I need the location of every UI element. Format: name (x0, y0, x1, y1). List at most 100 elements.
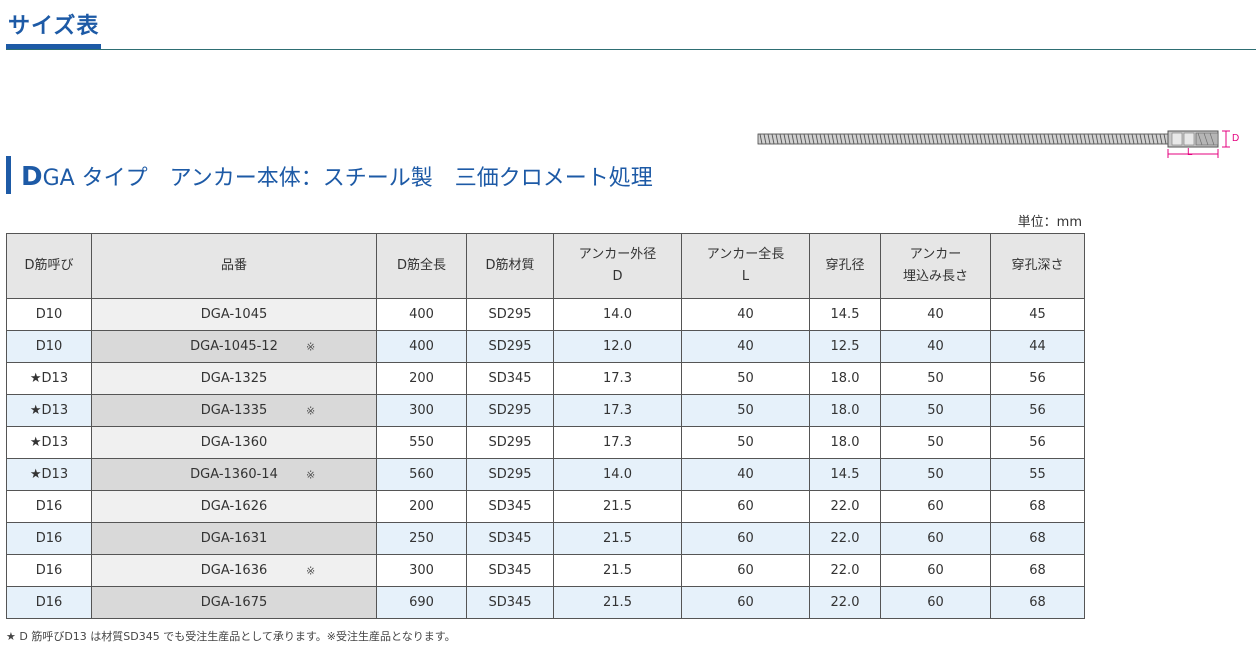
dimension-d-label: D (1232, 133, 1239, 144)
cell-d-length: 550 (376, 426, 467, 459)
cell-embed-length: 50 (880, 426, 991, 459)
cell-d-material: SD345 (466, 554, 554, 587)
dimension-marks (1167, 130, 1230, 158)
cell-d-material: SD295 (466, 330, 554, 363)
cell-outer-diameter: 21.5 (553, 522, 682, 555)
cell-hole-diameter: 22.0 (809, 522, 881, 555)
cell-outer-diameter: 17.3 (553, 394, 682, 427)
made-to-order-mark: ※ (306, 340, 316, 353)
heading-underline-accent (6, 44, 101, 49)
header-anchor-outer-diameter: アンカー外径 D (553, 233, 682, 299)
cell-embed-length: 50 (880, 362, 991, 395)
cell-embed-length: 40 (880, 298, 991, 331)
cell-outer-diameter: 14.0 (553, 298, 682, 331)
anchor-body (1167, 130, 1219, 148)
cell-d-call: D16 (6, 490, 92, 523)
header-anchor-total-length: アンカー全長 L (681, 233, 810, 299)
cell-d-length: 250 (376, 522, 467, 555)
cell-embed-length: 50 (880, 394, 991, 427)
cell-hole-diameter: 22.0 (809, 490, 881, 523)
cell-total-length: 50 (681, 362, 810, 395)
dimension-l-label: L (1187, 147, 1193, 158)
cell-d-length: 400 (376, 298, 467, 331)
cell-outer-diameter: 21.5 (553, 554, 682, 587)
table-row: ★D13 DGA-1360 550 SD295 17.3 50 18.0 50 56 (6, 426, 1085, 459)
cell-hole-diameter: 18.0 (809, 362, 881, 395)
made-to-order-mark: ※ (306, 468, 316, 481)
cell-hole-depth: 56 (990, 426, 1085, 459)
made-to-order-mark: ※ (306, 404, 316, 417)
table-row: D16 DGA-1626 200 SD345 21.5 60 22.0 60 68 (6, 490, 1085, 523)
cell-total-length: 40 (681, 330, 810, 363)
cell-d-call: D10 (6, 330, 92, 363)
cell-hole-depth: 56 (990, 394, 1085, 427)
cell-total-length: 50 (681, 426, 810, 459)
cell-hole-diameter: 18.0 (809, 426, 881, 459)
cell-hole-depth: 68 (990, 554, 1085, 587)
table-row: D16 DGA-1675 690 SD345 21.5 60 22.0 60 68 (6, 586, 1085, 619)
cell-hole-diameter: 12.5 (809, 330, 881, 363)
page-heading: サイズ表 (8, 14, 100, 39)
cell-hole-depth: 56 (990, 362, 1085, 395)
cell-d-length: 400 (376, 330, 467, 363)
heading-underline (6, 49, 1256, 50)
section-title-bar (6, 156, 11, 194)
cell-hole-diameter: 14.5 (809, 458, 881, 491)
cell-total-length: 50 (681, 394, 810, 427)
cell-total-length: 60 (681, 522, 810, 555)
cell-part-number: DGA-1335 ※ (91, 394, 377, 427)
made-to-order-mark: ※ (306, 564, 316, 577)
cell-d-material: SD345 (466, 362, 554, 395)
cell-d-call: D16 (6, 586, 92, 619)
header-hole-diameter: 穿孔径 (809, 233, 881, 299)
cell-part-number: DGA-1045 (91, 298, 377, 331)
cell-part-number: DGA-1631 (91, 522, 377, 555)
cell-d-material: SD295 (466, 426, 554, 459)
section-title: DGA タイプ アンカー本体：スチール製 三価クロメート処理 (21, 160, 653, 192)
cell-total-length: 40 (681, 458, 810, 491)
unit-label: 単位：mm (1017, 215, 1082, 230)
cell-outer-diameter: 21.5 (553, 586, 682, 619)
cell-d-length: 690 (376, 586, 467, 619)
header-embed-length: アンカー 埋込み長さ (880, 233, 991, 299)
rebar-illustration (757, 133, 1169, 145)
cell-part-number: DGA-1675 (91, 586, 377, 619)
cell-d-call: D16 (6, 554, 92, 587)
cell-part-number: DGA-1045-12 ※ (91, 330, 377, 363)
cell-hole-depth: 68 (990, 586, 1085, 619)
cell-d-length: 300 (376, 554, 467, 587)
cell-d-call: ★D13 (6, 394, 92, 427)
cell-d-material: SD295 (466, 458, 554, 491)
cell-hole-depth: 55 (990, 458, 1085, 491)
table-row: D10 DGA-1045 400 SD295 14.0 40 14.5 40 45 (6, 298, 1085, 331)
cell-hole-diameter: 22.0 (809, 554, 881, 587)
cell-embed-length: 60 (880, 490, 991, 523)
cell-total-length: 60 (681, 490, 810, 523)
cell-outer-diameter: 17.3 (553, 426, 682, 459)
cell-d-material: SD345 (466, 490, 554, 523)
cell-outer-diameter: 17.3 (553, 362, 682, 395)
cell-hole-depth: 45 (990, 298, 1085, 331)
cell-embed-length: 40 (880, 330, 991, 363)
header-d-call: D筋呼び (6, 233, 92, 299)
cell-d-length: 200 (376, 362, 467, 395)
cell-total-length: 40 (681, 298, 810, 331)
cell-outer-diameter: 14.0 (553, 458, 682, 491)
cell-embed-length: 60 (880, 586, 991, 619)
cell-d-material: SD345 (466, 522, 554, 555)
cell-d-length: 200 (376, 490, 467, 523)
cell-hole-depth: 68 (990, 522, 1085, 555)
cell-embed-length: 60 (880, 522, 991, 555)
cell-d-call: ★D13 (6, 426, 92, 459)
cell-outer-diameter: 12.0 (553, 330, 682, 363)
cell-hole-diameter: 22.0 (809, 586, 881, 619)
cell-embed-length: 50 (880, 458, 991, 491)
section-title-initial: D (21, 162, 43, 192)
cell-d-call: D10 (6, 298, 92, 331)
cell-hole-diameter: 14.5 (809, 298, 881, 331)
cell-part-number: DGA-1626 (91, 490, 377, 523)
header-part-number: 品番 (91, 233, 377, 299)
cell-d-call: ★D13 (6, 458, 92, 491)
header-hole-depth: 穿孔深さ (990, 233, 1085, 299)
cell-embed-length: 60 (880, 554, 991, 587)
